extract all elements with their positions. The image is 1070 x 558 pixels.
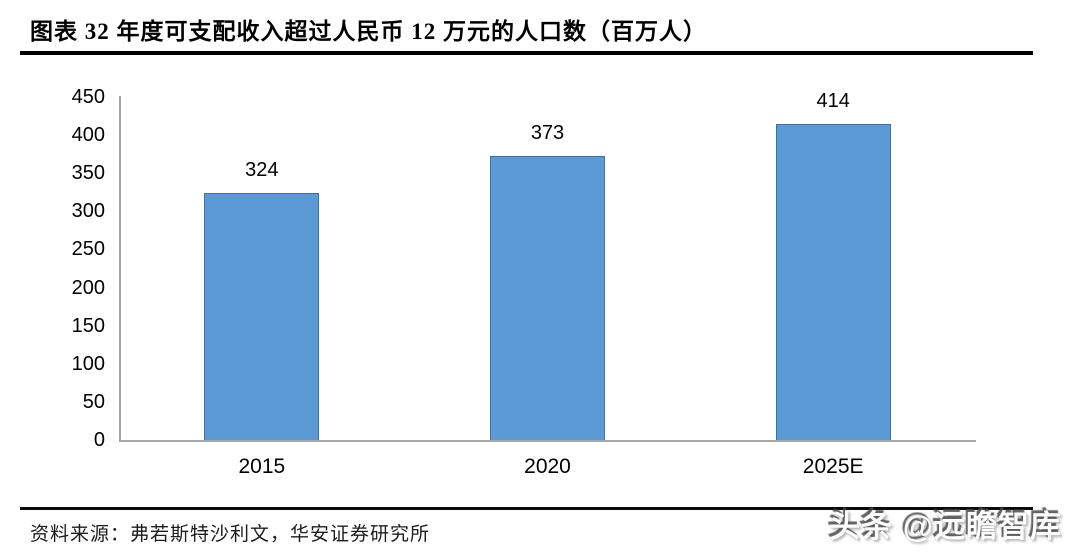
x-tick-label: 2015 xyxy=(238,455,286,478)
y-tick-label: 450 xyxy=(71,86,105,108)
x-tick-label: 2020 xyxy=(524,455,571,478)
bar-2020 xyxy=(490,155,605,440)
y-tick-label: 250 xyxy=(71,238,105,261)
bar-value-label: 324 xyxy=(245,159,279,182)
y-tick-label: 200 xyxy=(71,276,105,299)
y-tick-label: 400 xyxy=(71,124,105,147)
watermark: 头条 @远瞻智库 xyxy=(829,509,1062,544)
bar-value-label: 373 xyxy=(530,121,565,144)
footer-separator xyxy=(20,507,1033,510)
y-tick-label: 100 xyxy=(71,352,105,375)
bar-value-label: 414 xyxy=(816,90,850,113)
y-tick-label: 150 xyxy=(71,314,105,337)
y-tick-label: 50 xyxy=(82,390,105,413)
y-tick-label: 350 xyxy=(71,162,105,185)
title-underline xyxy=(20,51,1033,55)
bar-chart: 0 50 100 150 200 250 300 350 400 450 324 373 414 20… xyxy=(71,86,976,478)
bar-2015 xyxy=(204,193,320,440)
y-tick-label: 0 xyxy=(93,429,105,451)
source-note: 资料来源：弗若斯特沙利文，华安证券研究所 xyxy=(30,524,431,545)
x-tick-label: 2025E xyxy=(802,455,864,478)
figure-title: 图表 32 年度可支配收入超过人民币 12 万元的人口数（百万人） xyxy=(30,19,707,44)
y-axis-line xyxy=(119,96,121,441)
x-axis-line xyxy=(119,440,976,442)
bar-2025E xyxy=(775,124,891,440)
y-tick-label: 300 xyxy=(71,200,105,223)
